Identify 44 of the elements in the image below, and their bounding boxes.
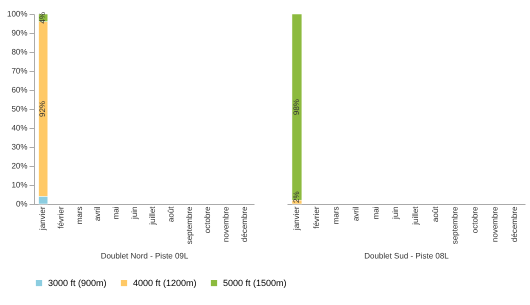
y-tick-label: 10% (11, 180, 28, 190)
x-tick-label: novembre (222, 206, 230, 242)
x-tick-label: septembre (450, 206, 460, 244)
x-tick-label: octobre (203, 206, 212, 234)
x-axis-title: Doublet Nord - Piste 09L (100, 251, 189, 260)
x-tick-label: décembre (510, 206, 520, 242)
x-tick-label: janvier (38, 206, 48, 232)
y-tick-label: 0% (16, 200, 28, 208)
x-tick-label: mars (332, 206, 341, 224)
x-tick-label: octobre (470, 206, 480, 234)
x-tick-label: septembre (184, 206, 194, 244)
legend-label: 5000 ft (1500m) (223, 278, 287, 288)
legend-label: 3000 ft (900m) (48, 278, 107, 288)
data-label: 98% (292, 99, 301, 116)
x-tick-label: décembre (240, 206, 249, 242)
x-tick-label: juin (391, 206, 400, 220)
x-tick-label: mai (371, 206, 380, 220)
data-label: 2% (292, 191, 301, 203)
x-tick-label: avril (351, 206, 360, 222)
x-tick-label: mars (74, 206, 84, 224)
x-tick-label: avril (93, 206, 102, 222)
x-tick-label: juillet (148, 206, 158, 226)
data-label: 92% (38, 100, 48, 118)
x-tick-label: février (312, 206, 321, 229)
y-tick-label: 80% (11, 48, 28, 56)
x-tick-label: novembre (490, 206, 500, 242)
y-tick-label: 100% (7, 10, 28, 18)
x-tick-label: mai (112, 206, 120, 220)
y-tick-label: 70% (11, 66, 28, 76)
legend-label: 4000 ft (1200m) (133, 278, 197, 288)
y-tick-label: 30% (11, 142, 28, 152)
x-tick-label: janvier (292, 206, 301, 232)
x-tick-label: août (166, 206, 176, 222)
y-tick-label: 90% (11, 28, 28, 38)
y-tick-label: 40% (11, 124, 28, 132)
x-tick-label: août (430, 206, 440, 222)
x-tick-label: juillet (410, 206, 420, 226)
data-label: 4% (38, 12, 48, 24)
x-axis-title: Doublet Sud - Piste 08L (364, 251, 450, 260)
x-tick-label: février (56, 206, 66, 229)
y-tick-label: 50% (11, 104, 28, 114)
x-tick-label: juin (130, 206, 139, 220)
y-tick-label: 20% (11, 162, 28, 170)
y-tick-label: 60% (11, 86, 28, 94)
